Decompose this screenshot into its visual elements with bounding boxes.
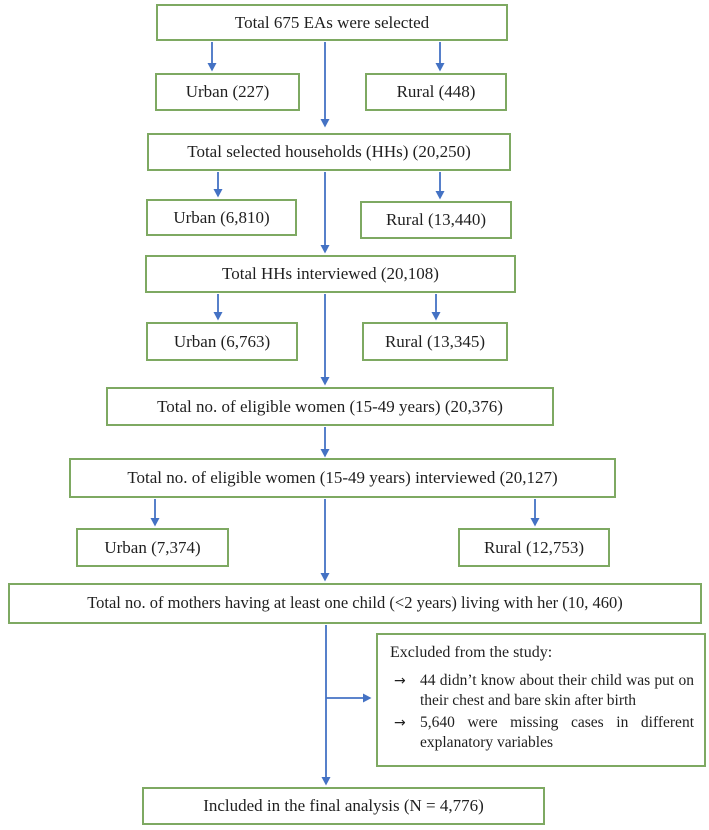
- node-total-eas-selected: Total 675 EAs were selected: [156, 4, 508, 41]
- excluded-title: Excluded from the study:: [390, 644, 553, 661]
- excluded-item-text: 44 didn’t know about their child was put…: [420, 671, 694, 709]
- node-urban-women: Urban (7,374): [76, 528, 229, 567]
- node-excluded: Excluded from the study: → 44 didn’t kno…: [376, 633, 706, 767]
- node-mothers: Total no. of mothers having at least one…: [8, 583, 702, 624]
- node-urban-eas: Urban (227): [155, 73, 300, 111]
- node-rural-interviewed: Rural (13,345): [362, 322, 508, 361]
- node-households-selected: Total selected households (HHs) (20,250): [147, 133, 511, 171]
- node-final-analysis: Included in the final analysis (N = 4,77…: [142, 787, 545, 825]
- node-rural-eas: Rural (448): [365, 73, 507, 111]
- node-households-interviewed: Total HHs interviewed (20,108): [145, 255, 516, 293]
- node-urban-interviewed: Urban (6,763): [146, 322, 298, 361]
- node-rural-households: Rural (13,440): [360, 201, 512, 239]
- excluded-item-text: 5,640 were missing cases in different ex…: [420, 714, 694, 752]
- excluded-item: → 5,640 were missing cases in different …: [390, 713, 694, 753]
- right-arrow-bullet-icon: →: [394, 715, 406, 732]
- node-eligible-women-interviewed: Total no. of eligible women (15-49 years…: [69, 458, 616, 498]
- node-rural-women: Rural (12,753): [458, 528, 610, 567]
- right-arrow-bullet-icon: →: [394, 672, 406, 689]
- node-eligible-women: Total no. of eligible women (15-49 years…: [106, 387, 554, 426]
- excluded-item: → 44 didn’t know about their child was p…: [390, 671, 694, 711]
- node-urban-households: Urban (6,810): [146, 199, 297, 236]
